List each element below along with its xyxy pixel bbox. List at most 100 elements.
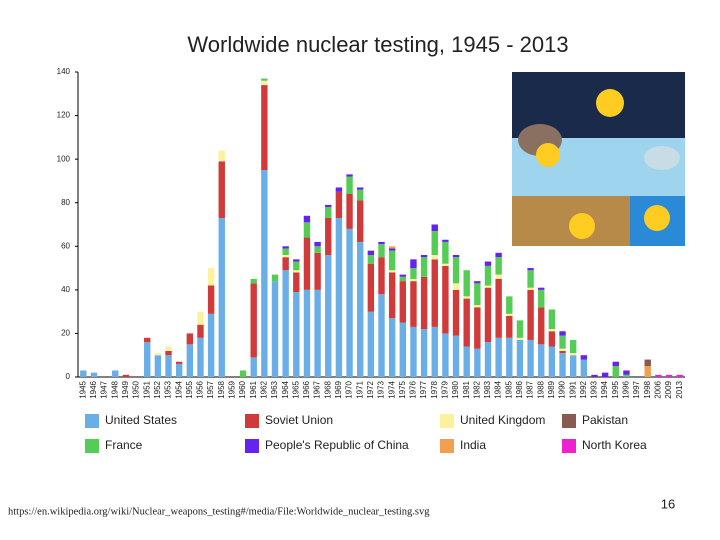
bar-segment: [122, 374, 130, 377]
bar-segment: [378, 257, 385, 295]
x-tick-label: 1947: [100, 380, 109, 398]
bar-segment: [644, 366, 651, 377]
bar-segment: [367, 311, 375, 377]
x-tick-label: 1987: [526, 380, 535, 398]
legend-label: Pakistan: [582, 413, 628, 427]
x-tick-label: 1974: [387, 380, 396, 398]
bar-segment: [144, 337, 151, 343]
bar-segment: [218, 217, 225, 377]
bar-segment: [186, 344, 194, 377]
bar-segment: [580, 359, 588, 377]
bar-segment: [335, 191, 343, 218]
bar-segment: [165, 350, 172, 356]
bar-segment: [452, 255, 460, 258]
bar-segment: [144, 342, 151, 377]
chart-title: Worldwide nuclear testing, 1945 - 2013: [187, 32, 568, 57]
x-tick-label: 1973: [377, 380, 386, 398]
x-tick-label: 1954: [174, 380, 183, 398]
legend-swatch: [245, 439, 259, 453]
bar-segment: [527, 270, 534, 288]
x-tick-label: 1966: [302, 380, 311, 398]
bar-segment: [527, 289, 534, 340]
bar-segment: [282, 248, 289, 255]
legend-label: United Kingdom: [460, 413, 545, 427]
bar-segment: [303, 237, 311, 290]
x-tick-label: 1991: [568, 380, 577, 398]
bar-segment: [250, 283, 257, 358]
bar-segment: [516, 337, 524, 340]
legend-label: France: [105, 438, 143, 452]
bar-segment: [197, 337, 204, 377]
bar-segment: [484, 285, 492, 288]
x-tick-label: 1994: [600, 380, 609, 398]
bar-segment: [506, 313, 513, 316]
bar-segment: [559, 335, 566, 349]
bar-segment: [665, 374, 673, 377]
bar-segment: [431, 255, 438, 260]
bar-segment: [655, 374, 662, 377]
bar-segment: [420, 329, 428, 377]
x-tick-label: 1955: [185, 380, 194, 398]
bar-segment: [282, 246, 289, 249]
bar-segment: [410, 268, 417, 279]
bar-segment: [261, 78, 268, 81]
x-tick-label: 1977: [419, 380, 428, 398]
bar-segment: [559, 348, 566, 351]
bar-segment: [548, 329, 556, 332]
bar-segment: [548, 309, 556, 330]
x-tick-label: 1945: [78, 380, 87, 398]
bar-segment: [271, 281, 279, 377]
bar-segment: [261, 85, 268, 171]
bar-segment: [548, 346, 556, 377]
x-tick-label: 1965: [291, 380, 300, 398]
bar-segment: [538, 289, 545, 308]
bar-segment: [538, 287, 545, 290]
x-tick-label: 1988: [536, 380, 545, 398]
x-tick-label: 1953: [164, 380, 173, 398]
bar-segment: [80, 370, 87, 377]
legend-swatch: [440, 439, 454, 453]
bar-segment: [410, 278, 417, 282]
bar-segment: [165, 346, 172, 351]
bar-segment: [165, 355, 172, 377]
bar-segment: [293, 292, 300, 377]
x-tick-label: 1984: [494, 380, 503, 398]
bar-segment: [293, 261, 300, 271]
bar-segment: [474, 307, 481, 349]
bar-segment: [197, 324, 204, 338]
bar-segment: [484, 342, 492, 377]
bar-segment: [474, 283, 481, 306]
inset-blast: [569, 213, 595, 239]
bar-segment: [250, 278, 257, 284]
legend-swatch: [85, 414, 99, 428]
bar-segment: [357, 189, 364, 201]
bar-segment: [335, 217, 343, 377]
bar-segment: [325, 207, 332, 218]
x-tick-label: 1980: [451, 380, 460, 398]
x-tick-label: 1946: [89, 380, 98, 398]
bar-segment: [463, 346, 470, 377]
bar-segment: [559, 350, 566, 354]
legend-label: United States: [105, 413, 177, 427]
bar-segment: [559, 331, 566, 336]
bar-segment: [495, 252, 502, 258]
x-tick-label: 1949: [121, 380, 130, 398]
bar-segment: [484, 265, 492, 286]
y-tick-label: 60: [61, 241, 70, 250]
bar-segment: [388, 250, 396, 271]
bar-segment: [325, 204, 332, 208]
bar-segment: [495, 274, 502, 279]
bar-segment: [388, 270, 396, 273]
x-tick-label: 1956: [196, 380, 205, 398]
bar-segment: [325, 255, 332, 377]
bar-segment: [431, 224, 438, 232]
bar-segment: [420, 257, 428, 277]
bar-segment: [527, 287, 534, 290]
bar-segment: [154, 355, 162, 377]
x-tick-label: 2009: [664, 380, 673, 398]
bar-segment: [452, 257, 460, 284]
inset-cloud: [644, 146, 680, 170]
bar-segment: [431, 326, 438, 377]
bar-segment: [506, 296, 513, 314]
bar-segment: [239, 370, 247, 377]
